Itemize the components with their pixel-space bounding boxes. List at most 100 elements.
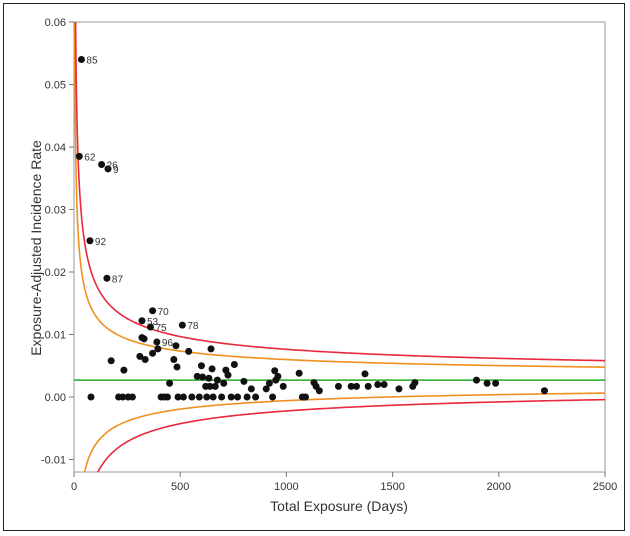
data-point	[243, 393, 251, 401]
point-label: 87	[112, 274, 124, 285]
data-point	[140, 335, 148, 343]
y-tick-label: 0.06	[45, 17, 66, 29]
y-tick-label: 0.03	[45, 205, 66, 217]
data-point	[230, 361, 238, 368]
data-point	[347, 382, 355, 390]
labeled-data-point	[146, 323, 154, 331]
point-label: 26	[107, 161, 119, 172]
point-label: 92	[95, 237, 107, 248]
labeled-data-point	[149, 307, 157, 315]
labeled-data-point	[178, 321, 186, 329]
data-point	[380, 381, 388, 388]
data-point	[211, 382, 219, 390]
data-point	[411, 379, 419, 387]
data-point	[199, 373, 207, 381]
data-point	[224, 371, 232, 379]
x-tick-label: 500	[171, 481, 189, 493]
data-point	[262, 385, 270, 393]
data-point	[195, 393, 203, 401]
point-label: 62	[84, 152, 96, 163]
data-point	[364, 382, 372, 390]
x-tick-label: 1000	[274, 481, 298, 493]
data-point	[120, 366, 128, 374]
data-point	[361, 370, 369, 378]
labeled-data-point	[153, 338, 161, 346]
outer-lower-limit-curve	[96, 398, 605, 472]
x-tick-label: 0	[71, 481, 77, 493]
y-tick-label: 0.00	[45, 392, 66, 404]
data-point	[334, 382, 342, 390]
data-point	[208, 365, 216, 373]
data-point	[163, 393, 171, 401]
data-point	[188, 393, 196, 401]
x-tick-label: 2000	[487, 481, 511, 493]
data-point	[540, 387, 548, 395]
data-point	[240, 377, 248, 385]
data-point	[149, 349, 157, 357]
data-point	[315, 387, 323, 395]
data-point	[352, 382, 360, 390]
data-point	[197, 362, 205, 370]
data-point	[141, 356, 149, 363]
x-axis-title: Total Exposure (Days)	[270, 498, 408, 514]
point-label: 78	[187, 321, 199, 332]
data-point	[185, 347, 193, 355]
y-tick-label: 0.01	[45, 330, 66, 342]
data-point	[395, 385, 403, 393]
data-point	[136, 352, 144, 360]
labeled-data-point	[86, 237, 94, 245]
labeled-data-point	[104, 165, 112, 173]
data-point	[203, 393, 211, 401]
data-point	[483, 379, 491, 387]
labeled-data-point	[103, 274, 111, 282]
data-point	[213, 376, 221, 384]
x-tick-label: 1500	[380, 481, 404, 493]
data-point	[271, 367, 279, 375]
data-point	[279, 382, 287, 390]
point-label: 9	[113, 165, 119, 176]
data-point	[220, 379, 228, 387]
point-label: 96	[162, 338, 174, 349]
point-label: 85	[86, 56, 98, 67]
plot-area	[73, 21, 606, 473]
data-point	[207, 345, 215, 353]
data-point	[302, 393, 310, 401]
data-point	[374, 381, 382, 388]
labeled-data-point	[77, 56, 85, 63]
data-point	[252, 393, 260, 401]
data-point	[247, 385, 255, 393]
data-point	[265, 379, 273, 387]
y-tick-label: 0.05	[45, 80, 66, 92]
y-tick-label: 0.04	[45, 142, 66, 154]
data-point	[209, 393, 217, 401]
data-point	[472, 376, 480, 384]
data-point	[274, 372, 282, 380]
data-point	[179, 393, 187, 401]
labeled-data-point	[138, 317, 146, 325]
data-point	[492, 379, 500, 387]
data-point	[295, 369, 303, 377]
data-point	[107, 357, 115, 365]
data-point	[234, 393, 242, 401]
y-axis-title: Exposure-Adjusted Incidence Rate	[28, 140, 44, 356]
data-point	[206, 382, 214, 390]
data-point	[269, 393, 277, 401]
labeled-data-point	[75, 152, 83, 160]
x-tick-label: 2500	[593, 481, 617, 493]
data-point	[227, 393, 235, 401]
labeled-data-point	[98, 161, 106, 168]
point-label: 70	[158, 307, 170, 318]
data-point	[173, 363, 181, 371]
data-point	[87, 393, 95, 401]
data-point	[166, 379, 174, 387]
point-label: 75	[155, 323, 167, 334]
data-point	[193, 372, 201, 380]
data-point	[128, 393, 136, 401]
y-tick-label: -0.01	[41, 455, 66, 467]
point-label: 53	[147, 317, 159, 328]
data-point	[119, 393, 127, 401]
data-point	[218, 393, 226, 401]
y-tick-label: 0.02	[45, 267, 66, 279]
data-point	[170, 356, 178, 363]
